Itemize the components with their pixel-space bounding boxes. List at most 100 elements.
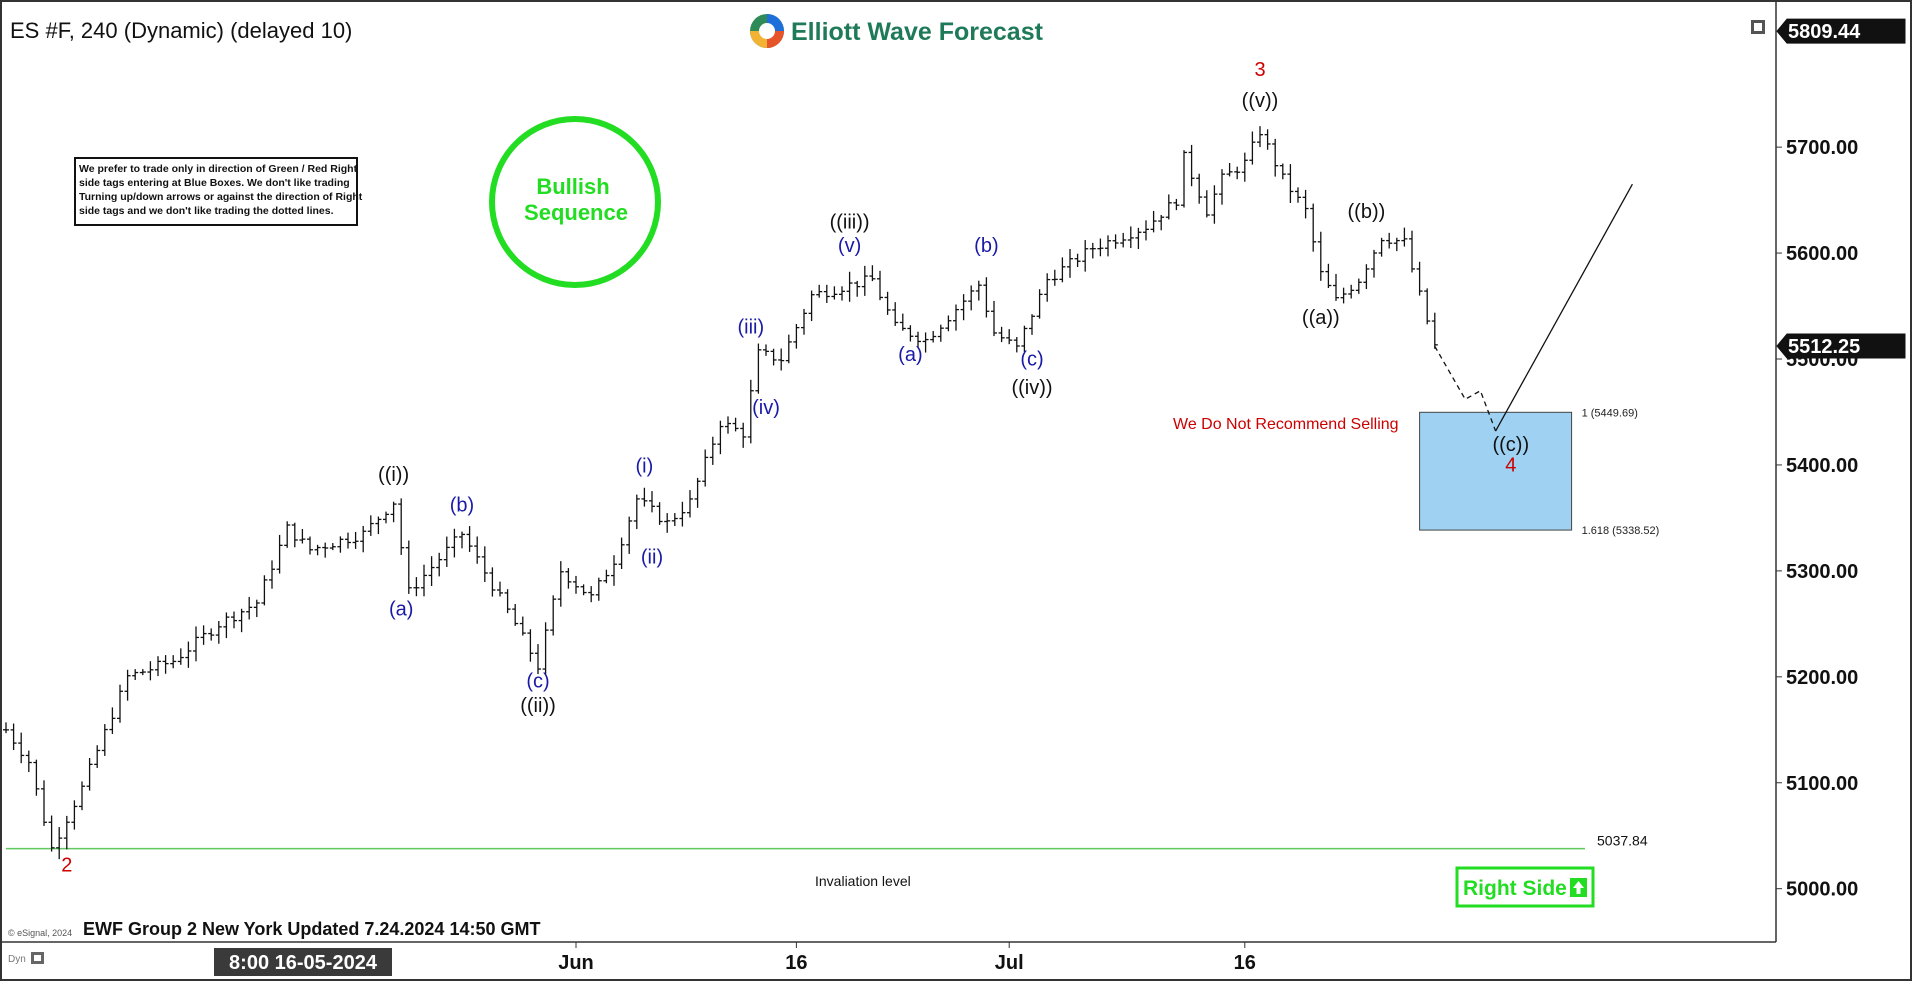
ohlc-bar — [801, 308, 807, 335]
ohlc-bar — [139, 669, 146, 676]
ohlc-bar — [1302, 189, 1309, 219]
ohlc-bar — [732, 417, 739, 432]
ohlc-bar — [94, 745, 101, 768]
ohlc-bar — [664, 513, 671, 533]
wave-label: (c) — [1020, 348, 1043, 370]
wave-label: ((v)) — [1242, 90, 1279, 112]
y-tick-label: 5600.00 — [1786, 243, 1858, 265]
x-tick-label: Jul — [995, 952, 1024, 974]
ohlc-bar — [291, 522, 298, 548]
price-tag: 5809.44 — [1776, 18, 1906, 44]
ohlc-bar — [109, 707, 116, 734]
ohlc-bar — [322, 542, 329, 558]
ohlc-bar — [25, 750, 32, 773]
ohlc-bar — [1013, 337, 1020, 353]
ohlc-bar — [527, 629, 534, 662]
ohlc-bar — [816, 284, 823, 298]
wave-label: (a) — [389, 598, 413, 620]
price-tag-label: 5512.25 — [1788, 336, 1860, 358]
ohlc-bar — [808, 290, 815, 322]
ohlc-bar — [185, 641, 192, 668]
ohlc-bar — [10, 723, 17, 751]
ohlc-bar — [1401, 227, 1408, 247]
ohlc-bar — [1188, 144, 1195, 187]
ohlc-bar — [1386, 232, 1393, 249]
ohlc-bar — [451, 528, 458, 558]
wave-labels: 2 ((i)) (a) (b) (c) ((ii)) (i) (ii) (iii) (iv) ((i… — [61, 59, 1529, 877]
ohlc-bar — [253, 599, 260, 618]
ohlc-bar — [580, 584, 587, 596]
ohlc-bar — [1234, 166, 1241, 180]
wave-label: ((c)) — [1492, 434, 1529, 456]
wave-label: ((a)) — [1302, 307, 1340, 329]
ohlc-bar — [1059, 257, 1066, 283]
ohlc-bar — [390, 501, 397, 523]
wave-label: 4 — [1505, 454, 1516, 476]
ohlc-bar — [1097, 238, 1104, 257]
ohlc-bar — [1310, 203, 1317, 252]
ohlc-bar — [101, 724, 108, 756]
ohlc-bar — [641, 487, 648, 507]
ohlc-bar — [679, 501, 686, 527]
ohlc-bar — [276, 534, 283, 574]
ohlc-bar — [489, 567, 496, 597]
ohlc-bar — [884, 291, 891, 315]
dyn-toggle-icon[interactable] — [31, 952, 44, 964]
ohlc-bar — [1021, 325, 1028, 352]
ohlc-bar — [770, 348, 777, 366]
ohlc-bar — [595, 577, 602, 601]
invalidation-label: Invaliation level — [815, 873, 911, 889]
y-tick-label: 5000.00 — [1786, 879, 1858, 901]
ohlc-bar — [1416, 261, 1423, 296]
window-restore-icon[interactable] — [1751, 20, 1765, 34]
ohlc-bar — [557, 561, 564, 607]
wave-label: (b) — [450, 495, 474, 517]
ohlc-bar — [1067, 248, 1073, 278]
ohlc-bar — [1029, 314, 1035, 335]
ohlc-bar — [18, 732, 25, 764]
ohlc-bar — [352, 531, 359, 549]
ohlc-bar — [405, 540, 412, 594]
ohlc-bar — [1150, 210, 1157, 233]
brand-logo: Elliott Wave Forecast — [745, 11, 1068, 51]
ohlc-bar — [383, 511, 389, 524]
ohlc-bar — [1371, 249, 1377, 278]
update-footer: EWF Group 2 New York Updated 7.24.2024 1… — [83, 919, 540, 939]
ohlc-bar — [299, 528, 306, 544]
bullish-line: Sequence — [524, 200, 628, 225]
time-start-label: 8:00 16-05-2024 — [229, 952, 378, 974]
ohlc-bar — [512, 603, 519, 626]
ohlc-bar — [246, 596, 253, 620]
ohlc-bar — [413, 577, 420, 597]
ohlc-bar — [603, 569, 610, 584]
ohlc-bar — [307, 536, 313, 555]
ohlc-bar — [170, 655, 177, 669]
ohlc-bar — [428, 556, 435, 586]
ohlc-bar — [633, 494, 640, 530]
ohlc-bar — [1006, 329, 1013, 345]
ohlc-bar — [1279, 163, 1286, 180]
ohlc-bar — [497, 581, 503, 597]
ohlc-bar — [1409, 230, 1415, 273]
ohlc-bar — [1127, 226, 1134, 249]
fib-level-label: 1 (5449.69) — [1582, 407, 1638, 419]
ohlc-bar — [474, 536, 481, 564]
ohlc-bar — [892, 302, 899, 326]
ohlc-bar — [200, 625, 207, 645]
time-axis: 8:00 16-05-2024 Jun 16 Jul 16 — [214, 942, 1256, 976]
wave-label: 2 — [61, 855, 72, 877]
ohlc-bar — [1249, 131, 1256, 165]
ohlc-bar — [117, 684, 123, 723]
ohlc-bar — [983, 277, 990, 318]
symbol-title: ES #F, 240 (Dynamic) (delayed 10) — [10, 18, 352, 43]
ohlc-bar — [656, 502, 663, 525]
ohlc-bar — [56, 827, 63, 860]
ohlc-bar — [48, 815, 55, 852]
ohlc-bar — [785, 334, 792, 364]
ohlc-bar — [1143, 220, 1149, 241]
ohlc-bar — [329, 543, 336, 551]
ohlc-bar — [1219, 169, 1225, 205]
ohlc-bar — [1165, 194, 1172, 220]
invalidation-value: 5037.84 — [1597, 833, 1648, 849]
ohlc-bar — [466, 526, 473, 552]
